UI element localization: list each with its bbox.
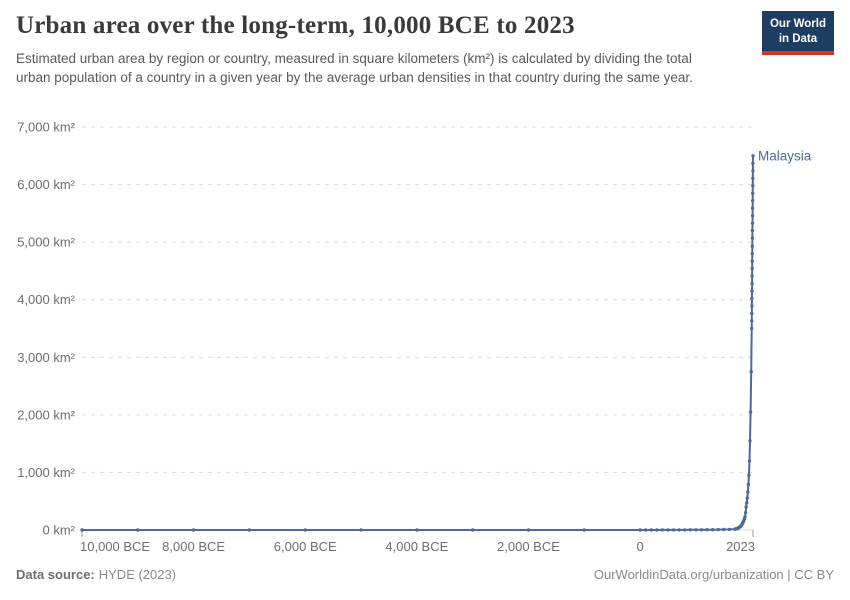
data-point[interactable] [743,511,748,515]
x-axis-tick-label: 10,000 BCE [80,539,150,554]
data-point[interactable] [747,459,752,463]
data-point[interactable] [710,528,715,532]
x-axis-tick-label: 2,000 BCE [497,539,560,554]
data-point[interactable] [359,528,363,532]
data-point[interactable] [751,191,755,195]
y-axis-tick-label: 7,000 km² [17,120,75,135]
data-point[interactable] [750,296,754,301]
data-source-value: HYDE (2023) [98,567,177,582]
data-point[interactable] [694,528,698,532]
data-point[interactable] [471,528,475,532]
data-point[interactable] [750,244,754,248]
y-axis-tick-label: 2,000 km² [17,407,75,422]
data-point[interactable] [750,274,754,278]
data-point[interactable] [750,281,754,286]
owid-logo-line1: Our World [769,18,826,30]
data-point[interactable] [688,528,692,532]
page-title: Urban area over the long-term, 10,000 BC… [16,12,575,39]
entity-label[interactable]: Malaysia [758,148,812,163]
x-axis-tick-label: 8,000 BCE [162,539,225,554]
data-point[interactable] [699,528,704,532]
x-axis-tick-label: 4,000 BCE [385,539,448,554]
data-point[interactable] [683,528,687,532]
data-point[interactable] [751,169,755,173]
data-point[interactable] [136,528,140,532]
data-point[interactable] [526,528,531,532]
data-point[interactable] [746,482,751,487]
data-point[interactable] [744,505,748,509]
data-point[interactable] [748,410,753,414]
y-axis-tick-label: 6,000 km² [17,177,75,192]
y-axis-tick-label: 1,000 km² [17,465,75,480]
data-point[interactable] [716,527,720,532]
data-point[interactable] [751,161,755,165]
data-point[interactable] [751,154,755,158]
chart-subtitle: Estimated urban area by region or countr… [16,51,693,85]
data-point[interactable] [660,528,665,532]
data-point[interactable] [751,176,755,180]
data-point[interactable] [750,206,755,210]
data-point[interactable] [750,228,755,233]
data-point[interactable] [750,289,754,293]
data-point[interactable] [750,311,754,316]
data-point[interactable] [750,304,754,308]
data-point[interactable] [748,439,752,443]
data-point[interactable] [750,266,754,271]
data-source: Data source: HYDE (2023) [16,567,176,582]
y-axis-tick-label: 3,000 km² [17,350,75,365]
y-axis-tick-label: 5,000 km² [17,235,75,250]
data-point[interactable] [705,528,709,532]
footer-citation-link[interactable]: OurWorldinData.org/urbanization | CC BY [593,567,834,582]
data-point[interactable] [671,528,676,532]
data-point[interactable] [644,528,648,532]
data-point[interactable] [638,528,642,532]
owid-logo-line2: in Data [778,32,818,45]
series-line[interactable] [82,155,754,531]
chart-footer: Data source: HYDE (2023) OurWorldinData.o… [16,567,834,582]
data-point[interactable] [191,528,196,532]
data-point[interactable] [415,528,419,532]
data-point[interactable] [582,528,586,532]
x-axis-tick-label: 0 [636,539,643,554]
data-point[interactable] [745,496,749,500]
data-point[interactable] [743,515,747,519]
data-point[interactable] [750,259,754,263]
y-axis-tick-label: 0 km² [43,523,76,538]
data-point[interactable] [649,528,653,532]
data-point[interactable] [750,221,755,225]
data-point[interactable] [80,528,84,532]
data-point[interactable] [745,501,749,505]
y-axis-tick-label: 4,000 km² [17,292,75,307]
data-point[interactable] [751,199,755,203]
owid-logo[interactable]: Our World in Data [761,11,834,55]
data-point[interactable] [747,473,751,477]
data-point[interactable] [750,326,754,331]
data-point[interactable] [655,528,659,532]
data-point[interactable] [750,236,755,240]
data-point[interactable] [750,319,754,323]
x-axis-tick-label: 2023 [726,539,755,554]
data-point[interactable] [727,527,732,532]
x-axis-tick-label: 6,000 BCE [274,539,337,554]
data-point[interactable] [303,528,307,532]
data-point[interactable] [666,528,670,532]
data-point[interactable] [751,184,755,188]
data-point[interactable] [750,252,754,256]
data-point[interactable] [749,370,753,374]
data-point[interactable] [750,214,755,218]
data-point[interactable] [247,528,252,532]
data-source-label: Data source: [16,567,95,582]
data-point[interactable] [722,527,726,532]
data-point[interactable] [677,528,681,532]
data-point[interactable] [746,490,750,494]
